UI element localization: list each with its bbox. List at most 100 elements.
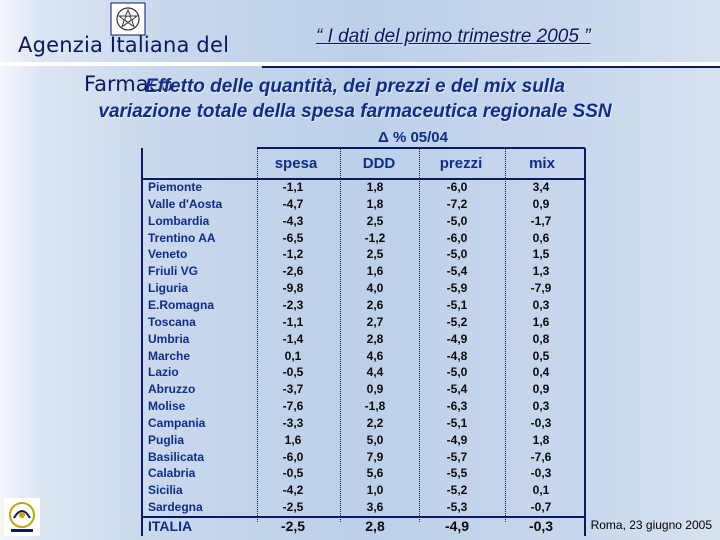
cell-ddd: 0,9 [366, 382, 384, 397]
cell-spesa: -2,3 [282, 297, 304, 312]
cell-prezzi: -5,9 [446, 281, 468, 296]
region-name: E.Romagna [148, 297, 215, 312]
column-separator [257, 148, 259, 522]
cell-ddd: 1,8 [366, 180, 384, 194]
column-separator [505, 148, 507, 522]
region-name: Puglia [148, 432, 185, 447]
cell-mix: -1,7 [530, 213, 552, 228]
total-ddd: 2,8 [365, 518, 385, 534]
cell-spesa: 0,1 [284, 348, 302, 363]
column-header-ddd: DDD [362, 155, 396, 172]
cell-mix: 0,6 [532, 230, 550, 245]
table-header-top-border [257, 147, 585, 149]
cell-mix: 1,5 [532, 247, 550, 262]
cell-ddd: 7,9 [366, 449, 384, 464]
cell-ddd: 1,0 [366, 483, 384, 498]
cell-prezzi: -6,0 [446, 180, 468, 194]
table-row: Puglia 1,6 5,0 -4,9 1,8 [142, 432, 585, 449]
region-name: Campania [148, 415, 206, 430]
total-row: ITALIA -2,5 2,8 -4,9 -0,3 [142, 518, 585, 536]
column-header-spesa: spesa [274, 155, 318, 172]
region-name: Basilicata [148, 449, 205, 464]
region-name: Umbria [148, 331, 190, 346]
region-name: Liguria [148, 281, 189, 296]
agency-name-line2: Farmaco [84, 72, 174, 96]
cell-mix: 1,6 [532, 314, 550, 329]
cell-ddd: 1,6 [366, 264, 384, 279]
cell-prezzi: -4,9 [446, 331, 468, 346]
cell-prezzi: -5,2 [446, 483, 468, 498]
table-row: Abruzzo -3,7 0,9 -5,4 0,9 [142, 381, 585, 398]
column-separator [340, 148, 342, 522]
cell-prezzi: -5,0 [446, 213, 468, 228]
cell-ddd: 2,8 [366, 331, 384, 346]
cell-mix: 0,8 [532, 331, 550, 346]
cell-ddd: 2,5 [366, 213, 384, 228]
cell-spesa: -7,6 [282, 399, 304, 414]
cell-prezzi: -5,5 [446, 466, 468, 481]
total-prezzi: -4,9 [444, 518, 470, 534]
cell-ddd: 2,7 [366, 314, 384, 329]
cell-mix: 0,9 [532, 196, 550, 211]
cell-mix: 1,8 [532, 432, 550, 447]
table-left-border [141, 148, 143, 536]
cell-mix: 0,1 [532, 483, 550, 498]
cell-spesa: -0,5 [282, 365, 304, 380]
cell-mix: 0,3 [532, 399, 550, 414]
column-header-mix: mix [529, 155, 555, 172]
cell-prezzi: -5,0 [446, 365, 468, 380]
table-header-bottom-border [142, 178, 585, 180]
region-name: Sicilia [148, 483, 183, 498]
region-name: Lazio [148, 365, 179, 380]
cell-spesa: -6,0 [282, 449, 304, 464]
table-row: Veneto -1,2 2,5 -5,0 1,5 [142, 246, 585, 263]
cell-mix: 3,4 [532, 180, 550, 194]
cell-spesa: -3,7 [282, 382, 304, 397]
cell-mix: -0,7 [530, 500, 552, 515]
cell-prezzi: -4,9 [446, 432, 468, 447]
region-name: Toscana [148, 314, 196, 329]
cell-ddd: 2,5 [366, 247, 384, 262]
presentation-title: “ I dati del primo trimestre 2005 ” [316, 26, 591, 47]
cell-prezzi: -5,2 [446, 314, 468, 329]
cell-ddd: 3,6 [366, 500, 384, 515]
region-name: Marche [148, 348, 191, 363]
cell-spesa: -1,1 [282, 314, 304, 329]
cell-ddd: 4,4 [366, 365, 384, 380]
header-underline [262, 66, 720, 68]
cell-ddd: 2,6 [366, 297, 384, 312]
cell-prezzi: -6,0 [446, 230, 468, 245]
table-row: Lazio -0,5 4,4 -5,0 0,4 [142, 364, 585, 381]
cell-spesa: -1,1 [282, 180, 304, 194]
cell-prezzi: -5,3 [446, 500, 468, 515]
table-row: Valle d'Aosta -4,7 1,8 -7,2 0,9 [142, 196, 585, 213]
agency-name: Agenzia Italiana del [18, 33, 230, 57]
region-name: Valle d'Aosta [148, 196, 223, 211]
cell-spesa: -3,3 [282, 415, 304, 430]
region-name: Trentino AA [148, 230, 216, 245]
cell-mix: -7,6 [530, 449, 552, 464]
table-row: Liguria -9,8 4,0 -5,9 -7,9 [142, 280, 585, 297]
cell-prezzi: -5,1 [446, 297, 468, 312]
cell-prezzi: -5,0 [446, 247, 468, 262]
slide-title-line1: Effetto delle quantità, dei prezzi e del… [145, 76, 565, 97]
cell-mix: 1,3 [532, 264, 550, 279]
cell-prezzi: -5,4 [446, 382, 468, 397]
cell-spesa: -1,4 [282, 331, 304, 346]
cell-ddd: 4,6 [366, 348, 384, 363]
table-right-border [584, 148, 586, 536]
cell-spesa: -4,7 [282, 196, 304, 211]
cell-prezzi: -4,8 [446, 348, 468, 363]
cell-mix: -0,3 [530, 415, 552, 430]
italian-republic-emblem-icon [110, 2, 146, 36]
region-name: Friuli VG [148, 264, 199, 279]
cell-mix: -7,9 [530, 281, 552, 296]
table-row: Lombardia -4,3 2,5 -5,0 -1,7 [142, 213, 585, 230]
cell-spesa: 1,6 [284, 432, 302, 447]
table-row: Piemonte -1,1 1,8 -6,0 3,4 [142, 179, 585, 196]
column-separator [419, 148, 421, 522]
region-name: Veneto [148, 247, 188, 262]
cell-spesa: -4,3 [282, 213, 304, 228]
cell-prezzi: -5,1 [446, 415, 468, 430]
table-row: Marche 0,1 4,6 -4,8 0,5 [142, 348, 585, 365]
